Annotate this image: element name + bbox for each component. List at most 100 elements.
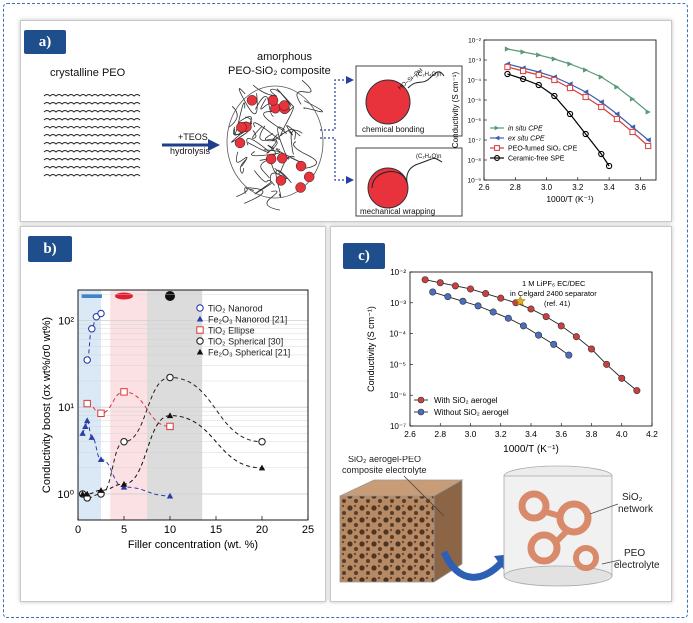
x-tick-label: 2.6 — [404, 429, 416, 439]
peo-label-line2: electrolyte — [614, 560, 660, 571]
x-tick-label: 3.0 — [541, 183, 553, 192]
lamella-line — [43, 134, 141, 137]
polymer-chain — [254, 181, 272, 195]
sio2-particle — [265, 153, 277, 165]
data-point — [519, 322, 527, 330]
connector-arrowhead-bottom — [346, 176, 354, 184]
lamella-line — [43, 118, 141, 121]
x-tick-label: 3.2 — [572, 183, 584, 192]
peo-label-line1: PEO — [624, 548, 645, 559]
peo-chain-wrapping — [371, 157, 443, 189]
data-point — [504, 63, 511, 71]
cube-label-line2: composite electrolyte — [342, 465, 427, 475]
legend-label: TiO₂ Spherical [30] — [208, 337, 283, 347]
polymer-chain — [260, 158, 270, 179]
dotted-connector-bottom — [320, 137, 350, 181]
data-point — [120, 437, 128, 446]
polymer-chain — [270, 88, 281, 97]
data-point — [120, 480, 128, 487]
cube-label-line1: SiO₂ aerogel-PEO — [348, 456, 421, 464]
data-point — [629, 124, 636, 130]
data-point — [474, 302, 482, 310]
legend-label: Fe₂O₃ Spherical [21] — [208, 348, 290, 358]
data-point — [166, 492, 174, 499]
legend-label: Without SiO₂ aerogel — [434, 408, 509, 417]
connector-arrowhead-top — [346, 76, 354, 84]
lamella-line — [43, 110, 141, 113]
data-point — [504, 314, 512, 322]
x-tick-label: 3.4 — [604, 183, 616, 192]
data-point — [258, 437, 266, 446]
x-tick-label: 25 — [302, 524, 314, 536]
x-axis-label: 1000/T (K⁻¹) — [503, 444, 559, 455]
data-point — [557, 322, 565, 330]
polymer-chain — [246, 137, 270, 153]
range-bar-nanorod — [81, 294, 102, 298]
series-line — [432, 291, 570, 356]
data-point — [542, 313, 550, 321]
data-point — [535, 81, 542, 89]
data-point — [429, 288, 437, 296]
panel-a-schematic: crystalline PEO +TEOS hydrolysis amorpho… — [43, 51, 463, 217]
sio2-particle — [303, 171, 315, 183]
data-point — [83, 399, 91, 408]
series-dashed-curve — [87, 391, 171, 427]
data-point — [645, 142, 652, 150]
y-tick-label: 10⁻² — [390, 268, 406, 277]
polymer-chain — [251, 149, 281, 157]
data-point — [535, 71, 542, 79]
range-dot-spherical — [165, 291, 175, 301]
legend-marker — [417, 408, 425, 416]
cube-pointer-line — [403, 475, 445, 517]
data-point — [583, 67, 589, 73]
sio2-particle — [279, 100, 290, 111]
panel-c-chart: 2.6 2.8 3.0 3.2 3.4 3.6 3.8 4.0 4.2 10⁻² 10⁻³ 10⁻⁴ 1… — [366, 268, 658, 455]
reaction-arrowhead — [208, 139, 220, 151]
data-point — [535, 331, 543, 339]
legend-label: ex situ CPE — [508, 136, 545, 143]
crystalline-peo-lamellae — [43, 94, 141, 177]
polymer-chain — [239, 158, 247, 174]
lamella-line — [43, 166, 141, 169]
lamella-line — [43, 126, 141, 129]
data-point — [527, 305, 535, 313]
y-tick-label: 10⁻⁶ — [390, 391, 406, 400]
panel-c-badge: c) — [343, 243, 385, 269]
panel-b-chart: 0 5 10 15 20 25 10⁰ 10¹ 10² Filler concentration … — [41, 289, 314, 551]
sio2-particle-bonded — [365, 79, 411, 125]
polymer-chain — [263, 111, 287, 134]
x-tick-label: 0 — [75, 524, 81, 536]
data-point — [520, 49, 526, 55]
data-point — [633, 387, 641, 395]
polymer-chain — [254, 170, 275, 186]
y-tick-label: 10⁻⁷ — [468, 138, 482, 145]
x-axis-label: 1000/T (K⁻¹) — [546, 194, 593, 204]
data-point — [97, 309, 105, 318]
data-point — [519, 67, 527, 75]
zoom-arrow — [440, 550, 505, 581]
data-point — [79, 430, 86, 436]
y-tick-label: 10⁻⁸ — [468, 158, 482, 165]
data-point — [598, 150, 605, 158]
y-tick-label: 10⁻⁴ — [389, 330, 406, 339]
dotted-connector-top — [320, 79, 350, 131]
network-label-line2: network — [618, 504, 654, 515]
composite-cube — [339, 479, 464, 583]
sio2-particle — [295, 182, 306, 193]
hydrolysis-label: hydrolysis — [170, 146, 211, 156]
sio2-particle-wrapped — [367, 167, 409, 209]
polymer-chain — [296, 79, 312, 105]
annotation-line1: 1 M LiPF₆ EC/DEC — [522, 279, 586, 288]
legend-marker — [417, 396, 425, 404]
range-bar-ellipse — [115, 292, 133, 300]
data-point — [504, 70, 511, 78]
data-point — [605, 162, 613, 170]
data-point — [603, 360, 611, 368]
y-tick-label: 10⁻³ — [390, 299, 406, 308]
crystalline-peo-label: crystalline PEO — [50, 67, 126, 79]
legend-label: With SiO₂ aerogel — [434, 396, 498, 405]
sio2-particle — [236, 122, 247, 133]
data-point — [444, 293, 452, 301]
data-point — [566, 84, 574, 92]
data-point — [565, 351, 573, 359]
